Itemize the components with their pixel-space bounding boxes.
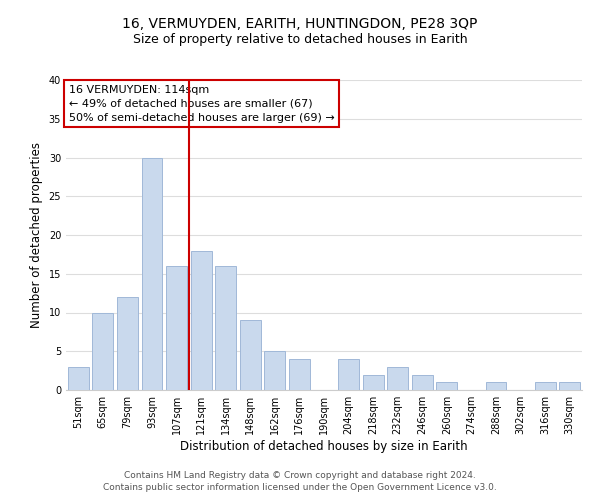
Bar [215,266,236,390]
Bar [240,320,261,390]
Bar [387,367,408,390]
Bar [535,382,556,390]
Bar [289,359,310,390]
Bar [362,374,383,390]
Bar [68,367,89,390]
X-axis label: Distribution of detached houses by size in Earith: Distribution of detached houses by size … [180,440,468,453]
Y-axis label: Number of detached properties: Number of detached properties [30,142,43,328]
Text: 16, VERMUYDEN, EARITH, HUNTINGDON, PE28 3QP: 16, VERMUYDEN, EARITH, HUNTINGDON, PE28 … [122,18,478,32]
Bar [559,382,580,390]
Bar [412,374,433,390]
Bar [92,312,113,390]
Bar [436,382,457,390]
Bar [265,351,286,390]
Text: Contains HM Land Registry data © Crown copyright and database right 2024.
Contai: Contains HM Land Registry data © Crown c… [103,471,497,492]
Bar [142,158,163,390]
Bar [117,297,138,390]
Bar [338,359,359,390]
Bar [166,266,187,390]
Text: 16 VERMUYDEN: 114sqm
← 49% of detached houses are smaller (67)
50% of semi-detac: 16 VERMUYDEN: 114sqm ← 49% of detached h… [68,84,334,122]
Text: Size of property relative to detached houses in Earith: Size of property relative to detached ho… [133,32,467,46]
Bar [485,382,506,390]
Bar [191,250,212,390]
